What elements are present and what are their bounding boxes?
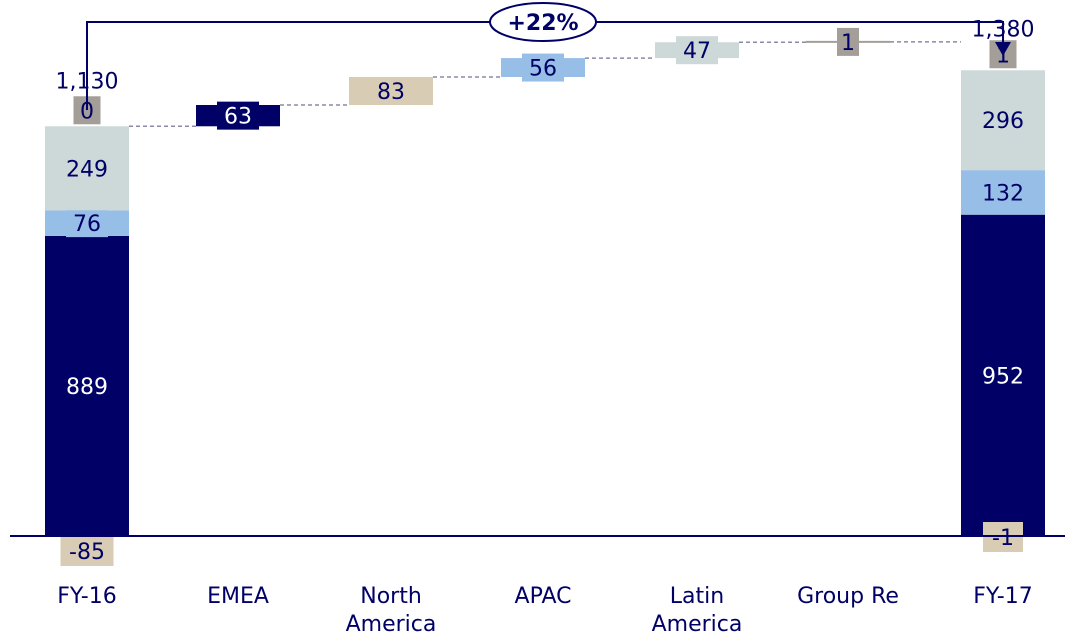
label-fy-16-navy: 889 — [66, 375, 108, 400]
category-labels: FY-16 EMEA North America APAC Latin America Gro… — [57, 584, 1032, 637]
step-emea-chip — [217, 101, 259, 130]
label-fy-17-navy: 952 — [982, 364, 1024, 389]
label-fy-16-beige: -85 — [69, 540, 105, 565]
growth-annotation: +22% — [86, 2, 1011, 110]
label-fy-17-lightgrey: 296 — [982, 109, 1024, 134]
category-label-2: North America — [346, 584, 437, 637]
growth-ellipse — [489, 2, 597, 42]
step-latin-america-chip — [676, 36, 718, 65]
growth-label: +22% — [507, 11, 578, 36]
category-label-6: FY-17 — [973, 584, 1032, 609]
chip-fy-16-lightblue — [66, 209, 108, 238]
bar-fy-16-lightgrey — [45, 126, 129, 211]
label-fy-16-lightgrey: 249 — [66, 157, 108, 182]
labels-layer: 889762490-859521322961-11,1301,380638356… — [56, 17, 1035, 565]
category-label-4: Latin America — [652, 584, 743, 637]
label-fy-17-lightblue: 132 — [982, 181, 1024, 206]
step-latin-america-label: 47 — [683, 39, 711, 64]
growth-arrow-head — [995, 42, 1011, 56]
label-fy-16-lightblue: 76 — [73, 212, 101, 237]
chip-fy-16-beige — [60, 536, 114, 566]
step-group-re-chip — [837, 27, 859, 56]
category-label-3: APAC — [515, 584, 572, 609]
category-label-0: FY-16 — [57, 584, 116, 609]
step-apac-label: 56 — [529, 57, 557, 82]
label-fy-16-grey: 0 — [80, 99, 94, 124]
category-label-1: EMEA — [207, 584, 269, 609]
label-fy-17-beige: -1 — [992, 526, 1014, 551]
step-group-re-label: 1 — [841, 31, 855, 56]
chip-fy-17-lightblue — [975, 178, 1031, 207]
growth-bracket-line — [86, 21, 1004, 110]
step-emea-label: 63 — [224, 105, 252, 130]
bar-fy-17-navy — [961, 214, 1045, 536]
bar-fy-16-navy — [45, 235, 129, 536]
category-label-5: Group Re — [797, 584, 899, 609]
step-north-america-chip — [370, 77, 412, 106]
step-apac-chip — [522, 53, 564, 82]
bar-fy-17-lightgrey — [961, 70, 1045, 171]
bars-layer — [45, 27, 1045, 566]
step-north-america-label: 83 — [377, 80, 405, 105]
